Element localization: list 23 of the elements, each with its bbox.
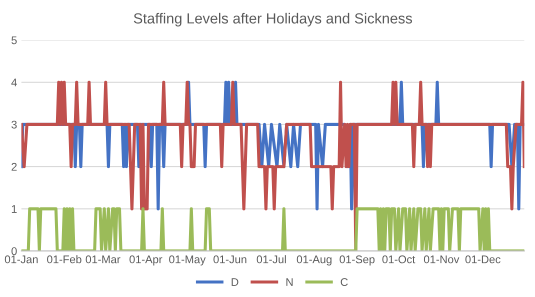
chart-title: Staffing Levels after Holidays and Sickness	[134, 12, 412, 26]
legend-label: N	[286, 278, 293, 286]
legend-label: C	[340, 278, 348, 286]
x-tick-label: 01-Nov	[424, 255, 460, 264]
y-tick-label: 2	[12, 162, 17, 171]
x-tick-label: 01-Dec	[465, 255, 500, 264]
x-tick-label: 01-Sep	[340, 255, 375, 266]
x-tick-label: 01-May	[169, 255, 206, 266]
y-tick-label: 3	[11, 120, 17, 129]
legend-label: D	[232, 278, 238, 286]
x-tick-label: 01-Aug	[296, 255, 332, 266]
x-tick-label: 01-Oct	[382, 255, 416, 264]
y-tick-label: 4	[11, 78, 17, 86]
x-tick-label: 01-Feb	[47, 255, 82, 264]
y-tick-label: 0	[11, 247, 17, 256]
x-tick-label: 01-Mar	[86, 255, 120, 264]
x-tick-label: 01-Jun	[213, 255, 246, 264]
y-tick-label: 5	[12, 36, 17, 44]
x-tick-label: 01-Apr	[130, 255, 162, 266]
x-tick-label: 01-Jul	[256, 255, 286, 264]
x-tick-label: 01-Jan	[4, 255, 38, 264]
line-series	[21, 80, 524, 251]
y-tick-label: 1	[12, 205, 17, 213]
